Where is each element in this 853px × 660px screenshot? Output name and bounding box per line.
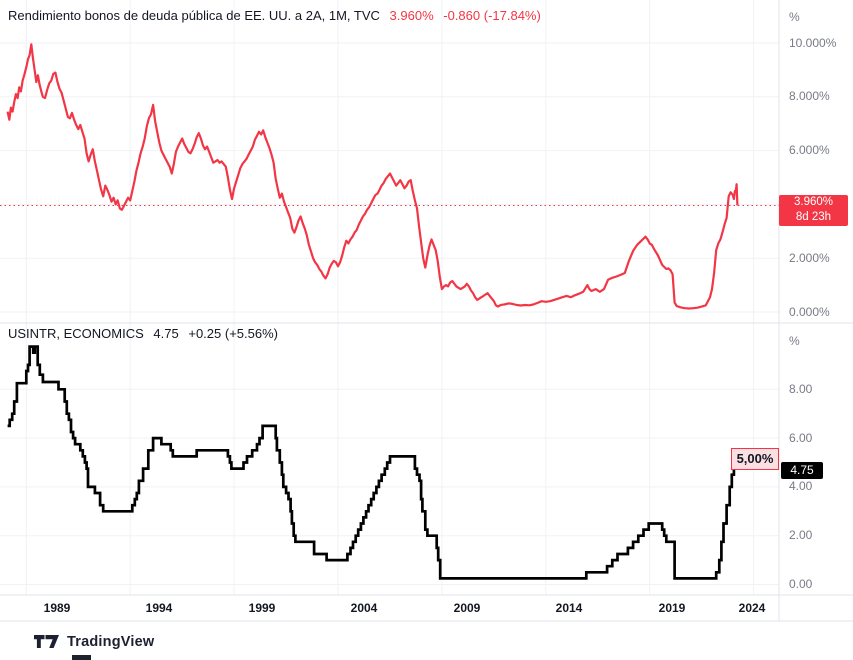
price-tick-label: 8.00	[789, 381, 813, 396]
year-tick-label: 1999	[248, 601, 276, 615]
pane2-change: +0.25 (+5.56%)	[188, 326, 278, 341]
pane1-change: -0.860 (-17.84%)	[443, 8, 541, 23]
pane2-legend: USINTR, ECONOMICS 4.75 +0.25 (+5.56%)	[8, 326, 278, 341]
pane2-last-price: 4.75	[153, 326, 179, 341]
price-note-label[interactable]: 5,00%	[731, 448, 779, 470]
bottom-axis-unit-label: %	[789, 334, 800, 348]
last-price-badge-bottom: 4.75	[781, 462, 823, 479]
year-tick-label: 2009	[453, 601, 481, 615]
footer: TradingView	[34, 634, 154, 650]
price-tick-label: 8.000%	[789, 89, 830, 104]
badge-price: 3.960%	[793, 196, 833, 208]
year-tick-label: 2019	[658, 601, 686, 615]
year-tick-label: 2004	[350, 601, 378, 615]
price-tick-label: 10.000%	[789, 35, 837, 50]
tradingview-brand-text[interactable]: TradingView	[67, 634, 155, 650]
price-tick-label: 2.00	[789, 528, 813, 543]
year-tick-label: 1994	[145, 601, 173, 615]
pane1-legend: Rendimiento bonos de deuda pública de EE…	[8, 8, 541, 23]
pane1-last-price: 3.960%	[389, 8, 434, 23]
price-tick-label: 4.00	[789, 479, 813, 494]
last-price-badge-top: 3.960% 8d 23h	[779, 195, 848, 226]
year-tick-label: 1989	[43, 601, 71, 615]
price-tick-label: 6.000%	[789, 143, 830, 158]
us02y-line-series[interactable]	[6, 43, 739, 310]
badge-countdown: 8d 23h	[795, 211, 832, 223]
price-tick-label: 6.00	[789, 430, 813, 445]
top-axis-unit-label: %	[789, 10, 800, 24]
pane1-symbol-title[interactable]: Rendimiento bonos de deuda pública de EE…	[8, 8, 380, 23]
pane2-symbol-title[interactable]: USINTR, ECONOMICS	[8, 326, 144, 341]
usintr-step-series[interactable]	[7, 345, 737, 580]
tradingview-logo-icon[interactable]	[34, 635, 61, 649]
partial-element	[72, 655, 91, 660]
price-tick-label: 0.00	[789, 577, 813, 591]
price-tick-label: 0.000%	[789, 304, 830, 319]
price-tick-label: 2.000%	[789, 250, 830, 265]
year-tick-label: 2024	[738, 601, 766, 615]
year-tick-label: 2014	[555, 601, 583, 615]
